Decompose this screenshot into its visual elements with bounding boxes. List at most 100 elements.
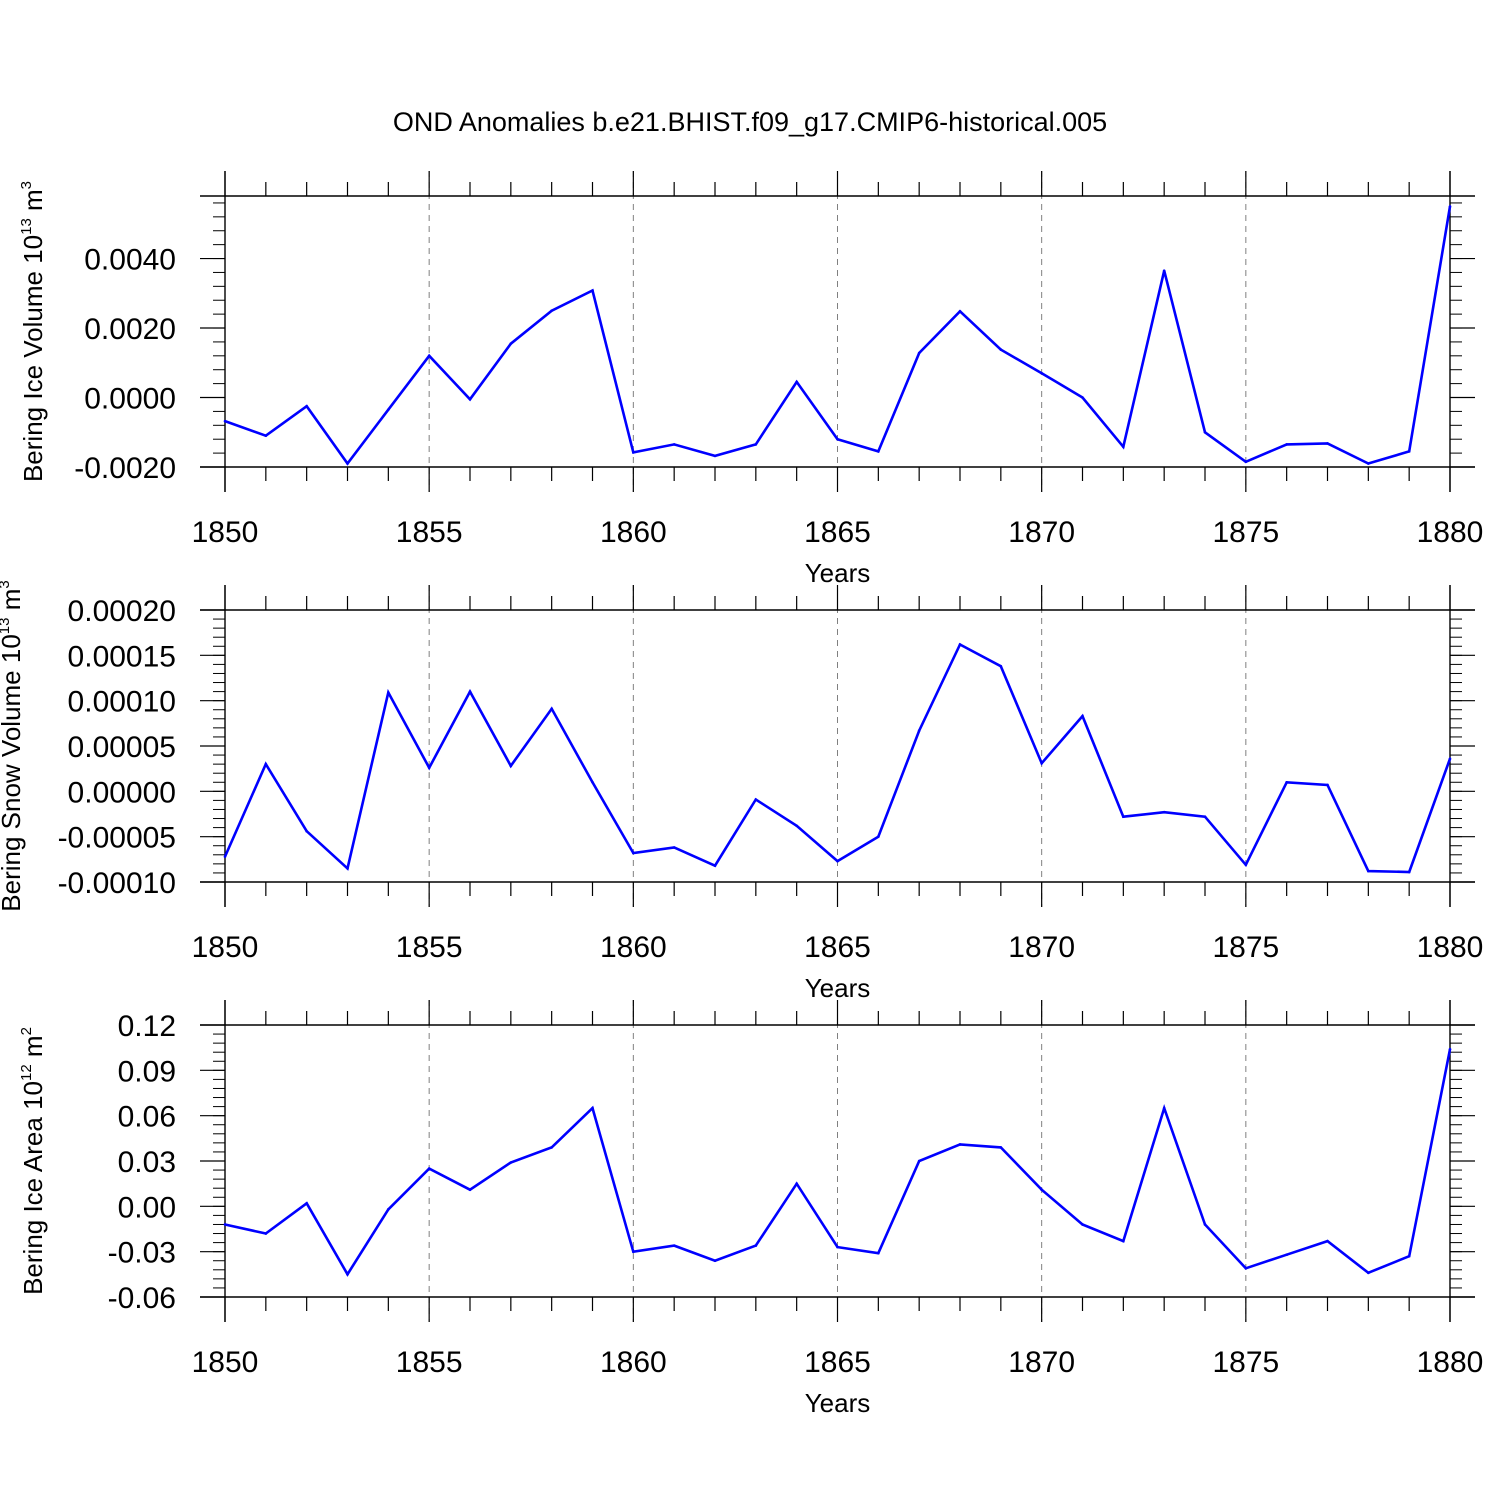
data-point [1285,780,1288,784]
data-point [468,397,472,401]
data-point [917,351,921,355]
data-point [305,1202,308,1205]
data-point [387,408,390,411]
y-tick-label: -0.03 [108,1237,176,1270]
data-point [1040,1188,1043,1192]
x-tick-label: 1855 [396,516,463,549]
y-tick-label: 0.09 [118,1055,176,1088]
y-axis-title-exp: 12 [18,1064,35,1081]
y-axis-title-unit: m [18,189,48,218]
data-point [427,1167,431,1170]
x-axis-title: Years [805,1388,871,1418]
y-tick-label: 0.06 [118,1101,176,1134]
x-tick-label: 1860 [600,516,667,549]
data-point [509,342,513,345]
x-tick-label: 1865 [804,1346,871,1379]
y-tick-label: -0.00010 [58,867,176,900]
data-point [1367,869,1370,873]
data-point [223,855,227,858]
data-point [1122,1239,1125,1243]
data-point [1081,714,1084,718]
y-axis-title-unit-exp: 2 [18,1027,35,1035]
data-point [1326,1239,1329,1243]
data-point [1448,1047,1452,1051]
panel-3: 1850 1855 1860 1865 1870 1875 1880 Years -0.06 -0… [18,1000,1483,1418]
data-point [550,309,553,312]
data-point [264,1232,268,1235]
y-axis-title-exp: 13 [18,218,35,235]
y-axis-title-unit: m [18,1035,48,1064]
data-point [795,380,798,384]
x-tick-label: 1860 [600,1346,667,1379]
data-point [1285,1253,1288,1256]
y-tick-label: 0.00005 [68,731,176,764]
y-tick-label: 0.00 [118,1191,176,1224]
x-tick-label: 1855 [396,931,463,964]
x-tick-label: 1875 [1212,931,1279,964]
data-point [917,1159,921,1163]
y-axis-title: Bering Ice Volume 1013 m3 [18,181,48,482]
panels: 1850 1855 1860 1865 1870 1875 1880 Years -0.0020… [0,171,1483,1418]
x-tick-label: 1880 [1417,931,1484,964]
data-point [713,864,717,867]
y-axis-title-text: Bering Ice Area 10 [18,1081,48,1295]
data-point [1407,450,1411,453]
y-tick-label: 0.0000 [84,383,176,416]
data-point [591,1106,594,1110]
data-point [917,729,921,732]
data-point [1448,757,1452,760]
y-tick-label: -0.00005 [58,822,176,855]
y-tick-label: -0.06 [108,1282,176,1315]
data-point [1367,462,1370,465]
y-tick-label: 0.0020 [84,313,176,346]
data-point [1162,810,1166,814]
data-point [1203,1223,1207,1226]
x-tick-label: 1850 [192,1346,259,1379]
data-point [672,1244,676,1247]
data-point [346,867,349,870]
data-point [1040,371,1043,375]
x-tick-label: 1875 [1212,516,1279,549]
y-tick-label: 0.12 [118,1010,176,1043]
data-point [958,1143,962,1146]
y-axis-title-unit-exp: 3 [0,580,13,588]
data-point [795,1182,798,1185]
data-point [1122,445,1125,449]
x-tick-label: 1870 [1008,931,1075,964]
data-point [672,846,676,849]
data-point [1407,1254,1411,1258]
data-point [1040,761,1043,765]
data-point [1407,870,1411,874]
data-point [1081,396,1084,399]
data-point [427,354,431,358]
data-point [1326,783,1329,787]
y-axis-title: Bering Snow Volume 1013 m3 [0,580,26,911]
y-axis-title-unit-exp: 3 [18,181,35,189]
data-point [223,1223,227,1226]
data-point [1367,1271,1370,1275]
x-tick-label: 1860 [600,931,667,964]
y-tick-label: 0.0040 [84,244,176,277]
data-point [836,437,839,441]
y-tick-label: 0.00000 [68,776,176,809]
data-point [223,419,227,423]
data-point [387,691,390,694]
x-tick-label: 1865 [804,516,871,549]
data-point [305,829,308,833]
panel-1: 1850 1855 1860 1865 1870 1875 1880 Years -0.0020… [18,171,1483,588]
y-tick-label: 0.03 [118,1146,176,1179]
data-point [754,798,758,801]
data-point [1244,863,1248,867]
y-tick-label: 0.00010 [68,686,176,719]
data-point [632,1250,635,1253]
data-point [509,764,513,768]
panel-2: 1850 1855 1860 1865 1870 1875 1880 Years -0.0001… [0,580,1483,1003]
data-point [305,404,308,408]
x-tick-label: 1855 [396,1346,463,1379]
y-axis-title-text: Bering Snow Volume 10 [0,634,26,912]
data-point [958,310,962,313]
data-point [1162,1106,1166,1110]
y-tick-label: 0.00020 [68,595,176,628]
data-point [1081,1223,1084,1226]
